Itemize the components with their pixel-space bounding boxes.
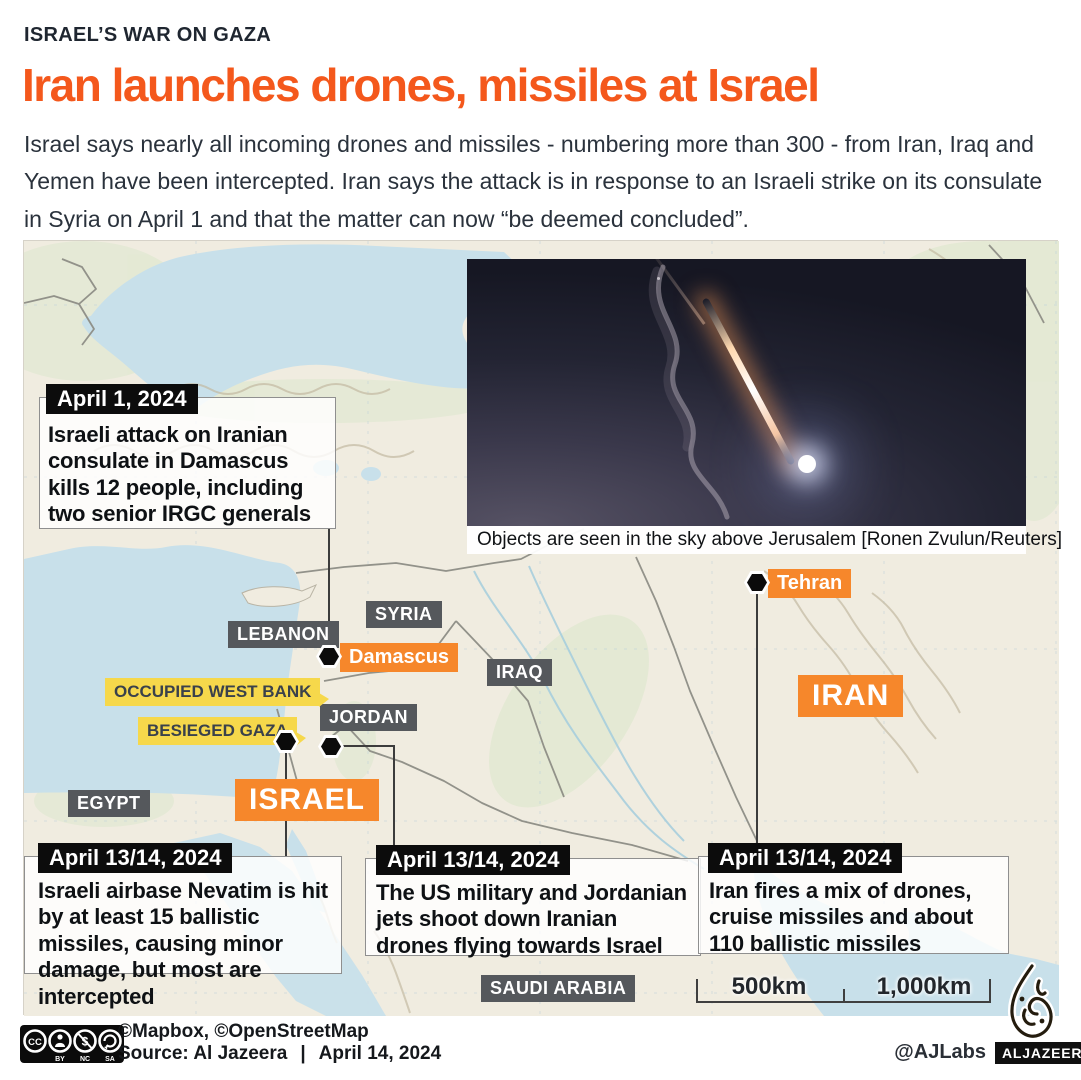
label-tehran: Tehran — [768, 569, 852, 598]
callout-iran-fires-text: Iran fires a mix of drones, cruise missi… — [709, 878, 973, 956]
callout-april1: April 1, 2024 Israeli attack on Iranian … — [39, 384, 336, 529]
callout-us-jordan: April 13/14, 2024 The US military and Jo… — [365, 845, 701, 958]
smoke-trail — [648, 264, 730, 520]
ajlabs-handle: @AJLabs — [894, 1041, 986, 1063]
label-saudi-arabia: SAUDI ARABIA — [481, 975, 636, 1002]
callout-nevatim-text: Israeli airbase Nevatim is hit by at lea… — [38, 878, 328, 1009]
callout-iran-fires: April 13/14, 2024 Iran fires a mix of dr… — [698, 843, 1009, 956]
callout-nevatim-date: April 13/14, 2024 — [38, 843, 233, 873]
aljazeera-wordmark: ALJAZEERA — [995, 1042, 1081, 1064]
aljazeera-logo-icon — [1007, 962, 1055, 1041]
label-iraq: IRAQ — [487, 659, 552, 686]
tehran-marker-icon — [744, 571, 770, 594]
label-israel: ISRAEL — [235, 779, 380, 821]
scale-tick-mid — [843, 989, 845, 1003]
leader-line-jordan-horizontal — [333, 745, 395, 747]
leader-line-tehran — [756, 586, 758, 857]
label-iran: IRAN — [798, 675, 904, 717]
leader-line-damascus — [328, 529, 330, 657]
scale-label-500: 500km — [731, 973, 807, 1000]
scale-tick-right — [989, 979, 991, 1003]
middle-east-map: SYRIA LEBANON IRAQ JORDAN EGYPT SAUDI AR… — [23, 240, 1062, 1016]
source-line: Source: Al Jazeera | April 14, 2024 — [118, 1043, 441, 1065]
label-egypt: EGYPT — [68, 790, 150, 817]
callout-april1-date: April 1, 2024 — [46, 384, 198, 414]
svg-text:BY: BY — [55, 1056, 65, 1063]
missile-glow — [798, 455, 816, 473]
map-attribution: ©Mapbox, ©OpenStreetMap — [118, 1021, 369, 1042]
publish-date: April 14, 2024 — [318, 1043, 442, 1064]
label-syria: SYRIA — [366, 601, 442, 628]
nevatim-marker-icon — [273, 730, 299, 753]
svg-text:NC: NC — [80, 1056, 90, 1063]
callout-april1-text: Israeli attack on Iranian consulate in D… — [48, 422, 311, 527]
intro-paragraph: Israel says nearly all incoming drones a… — [24, 131, 1043, 232]
label-lebanon: LEBANON — [228, 621, 339, 648]
page-title: Iran launches drones, missiles at Israel — [22, 59, 820, 111]
callout-us-jordan-date: April 13/14, 2024 — [376, 845, 571, 875]
label-jordan: JORDAN — [320, 704, 418, 731]
callout-us-jordan-text: The US military and Jordanian jets shoot… — [376, 880, 687, 958]
label-besieged-gaza: BESIEGED GAZA — [138, 717, 306, 747]
scale-label-1000: 1,000km — [876, 973, 972, 1000]
leader-line-jordan-vertical — [393, 745, 395, 859]
cc-license-badge-icon: CC $ BY NC SA — [20, 1025, 124, 1063]
label-occupied-west-bank: OCCUPIED WEST BANK — [105, 678, 330, 708]
source-text: Source: Al Jazeera — [118, 1043, 288, 1064]
damascus-marker-icon — [316, 645, 342, 668]
source-separator: | — [300, 1043, 306, 1064]
scale-tick-left — [696, 979, 698, 1003]
jerusalem-sky-photo — [467, 259, 1026, 526]
label-damascus: Damascus — [340, 643, 459, 672]
callout-iran-fires-date: April 13/14, 2024 — [708, 843, 903, 873]
svg-text:SA: SA — [105, 1056, 115, 1063]
svg-text:CC: CC — [28, 1037, 42, 1048]
callout-nevatim: April 13/14, 2024 Israeli airbase Nevati… — [24, 843, 342, 1009]
kicker: ISRAEL’S WAR ON GAZA — [24, 24, 272, 46]
photo-caption: Objects are seen in the sky above Jerusa… — [467, 526, 1062, 554]
jordan-intercept-marker-icon — [318, 735, 344, 758]
